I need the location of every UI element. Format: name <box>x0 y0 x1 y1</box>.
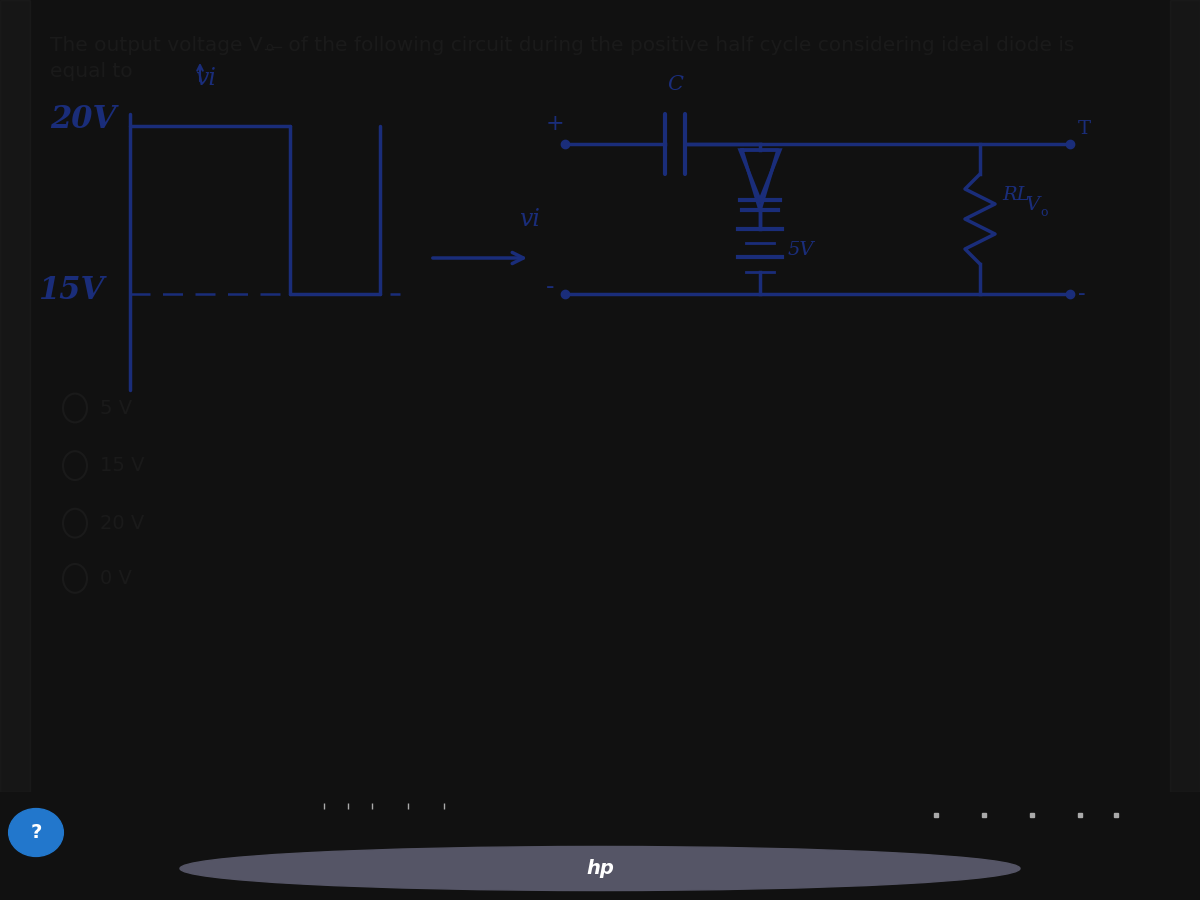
Text: 15 V: 15 V <box>100 456 144 475</box>
Text: -: - <box>1078 283 1086 305</box>
Text: V: V <box>1025 195 1039 213</box>
Circle shape <box>8 808 64 857</box>
Text: C: C <box>667 75 683 94</box>
Text: 0 V: 0 V <box>100 569 132 588</box>
Text: equal to: equal to <box>50 62 133 81</box>
Text: RL: RL <box>1002 186 1030 204</box>
Text: vi: vi <box>520 208 540 230</box>
Text: vi: vi <box>194 67 216 90</box>
Text: 5 V: 5 V <box>100 399 132 418</box>
Text: o: o <box>1040 206 1048 220</box>
Text: of the following circuit during the positive half cycle considering ideal diode : of the following circuit during the posi… <box>282 36 1074 55</box>
Text: 15V: 15V <box>38 274 104 306</box>
Text: +: + <box>546 112 565 135</box>
Text: 20 V: 20 V <box>100 514 144 533</box>
Text: hp: hp <box>586 859 614 878</box>
Text: 5V: 5V <box>788 241 815 259</box>
Bar <box>0 0 30 792</box>
Text: 20V: 20V <box>50 104 116 136</box>
Text: o: o <box>265 40 272 54</box>
Bar <box>1170 0 1200 792</box>
Text: -: - <box>546 276 554 300</box>
Text: T: T <box>1078 121 1091 139</box>
Text: ?: ? <box>30 823 42 842</box>
Text: The output voltage V: The output voltage V <box>50 36 263 55</box>
Circle shape <box>180 846 1020 891</box>
